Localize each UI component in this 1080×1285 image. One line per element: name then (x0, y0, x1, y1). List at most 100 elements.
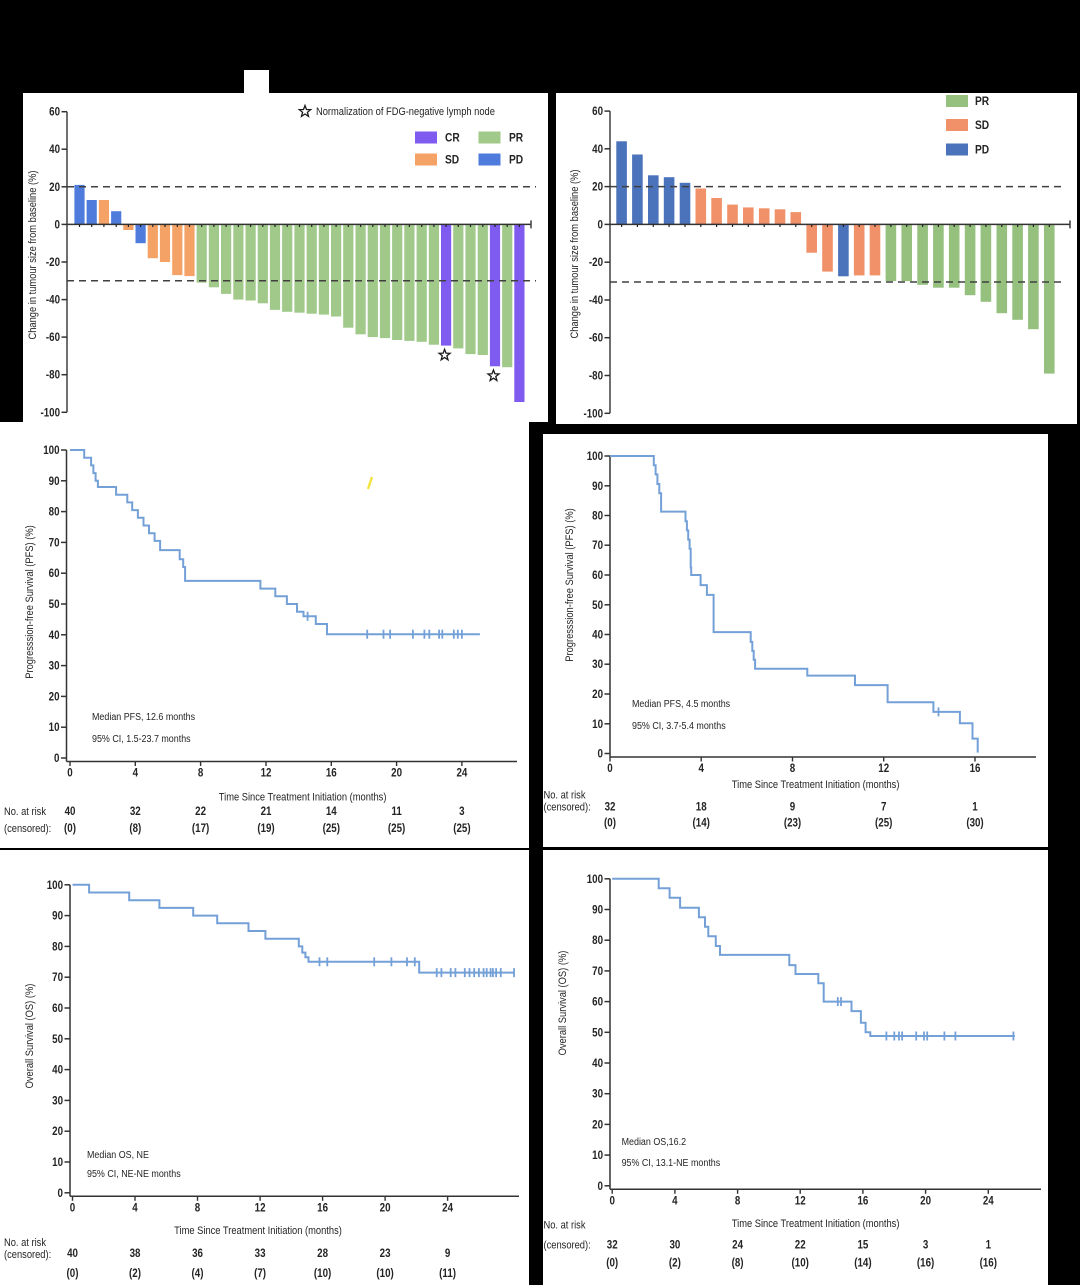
svg-text:(0): (0) (67, 1267, 79, 1280)
svg-text:(8): (8) (732, 1257, 744, 1270)
svg-text:(2): (2) (129, 1267, 141, 1280)
svg-text:16: 16 (857, 1195, 868, 1208)
svg-text:16: 16 (317, 1202, 328, 1215)
svg-text:No. at risk: No. at risk (4, 806, 47, 818)
svg-text:70: 70 (592, 965, 603, 978)
svg-text:50: 50 (592, 599, 603, 612)
svg-text:32: 32 (605, 801, 616, 814)
svg-text:40: 40 (49, 629, 60, 642)
svg-text:12: 12 (878, 762, 889, 775)
svg-text:90: 90 (592, 904, 603, 917)
svg-text:4: 4 (698, 762, 703, 775)
svg-text:8: 8 (198, 767, 203, 780)
svg-text:28: 28 (317, 1247, 328, 1260)
svg-text:3: 3 (923, 1239, 928, 1252)
svg-text:60: 60 (592, 569, 603, 582)
svg-text:16: 16 (326, 767, 337, 780)
svg-text:(11): (11) (439, 1267, 456, 1280)
svg-text:60: 60 (52, 1002, 63, 1015)
svg-text:30: 30 (669, 1239, 680, 1252)
svg-text:50: 50 (49, 598, 60, 611)
svg-text:24: 24 (456, 767, 467, 780)
svg-text:Time Since Treatment Initiatio: Time Since Treatment Initiation (months) (174, 1225, 342, 1237)
svg-text:0: 0 (607, 762, 612, 775)
svg-text:14: 14 (326, 805, 337, 818)
svg-text:0: 0 (55, 219, 60, 232)
svg-text:(10): (10) (376, 1267, 394, 1280)
svg-text:4: 4 (133, 767, 138, 780)
svg-text:18: 18 (696, 801, 707, 814)
svg-text:50: 50 (592, 1027, 603, 1040)
svg-text:-40: -40 (589, 294, 603, 307)
svg-text:No. at risk: No. at risk (544, 1220, 587, 1232)
svg-text:20: 20 (49, 181, 60, 194)
svg-text:60: 60 (49, 568, 60, 581)
svg-text:Median OS,16.2: Median OS,16.2 (622, 1136, 686, 1148)
svg-text:10: 10 (49, 722, 60, 735)
svg-text:40: 40 (592, 629, 603, 642)
svg-text:95% CI, NE-NE months: 95% CI, NE-NE months (87, 1168, 181, 1180)
svg-text:40: 40 (592, 1057, 603, 1070)
svg-text:(0): (0) (64, 822, 76, 835)
svg-text:60: 60 (592, 105, 603, 118)
svg-text:Median OS, NE: Median OS, NE (87, 1149, 149, 1161)
svg-text:12: 12 (261, 767, 272, 780)
svg-text:30: 30 (592, 1088, 603, 1101)
svg-text:(17): (17) (192, 822, 210, 835)
svg-text:PR: PR (509, 132, 523, 145)
svg-text:40: 40 (65, 805, 76, 818)
svg-text:20: 20 (592, 1119, 603, 1132)
svg-text:No. at risk: No. at risk (4, 1237, 47, 1249)
svg-text:(14): (14) (854, 1257, 872, 1270)
svg-text:(30): (30) (966, 817, 984, 830)
svg-text:10: 10 (52, 1156, 63, 1169)
svg-text:16: 16 (970, 762, 981, 775)
svg-text:Median PFS, 4.5 months: Median PFS, 4.5 months (632, 698, 730, 710)
svg-text:-20: -20 (46, 256, 60, 269)
svg-text:20: 20 (592, 688, 603, 701)
svg-text:PD: PD (509, 154, 523, 167)
svg-text:95% CI, 13.1-NE months: 95% CI, 13.1-NE months (622, 1157, 721, 1169)
svg-text:40: 40 (52, 1064, 63, 1077)
svg-text:36: 36 (192, 1247, 203, 1260)
svg-text:70: 70 (592, 540, 603, 553)
svg-text:22: 22 (795, 1239, 806, 1252)
svg-text:Change in tumour size from bas: Change in tumour size from baseline (%) (569, 169, 581, 338)
svg-text:-80: -80 (46, 369, 60, 382)
svg-text:24: 24 (983, 1195, 994, 1208)
svg-text:3: 3 (459, 805, 464, 818)
svg-text:32: 32 (607, 1239, 618, 1252)
svg-text:Time Since Treatment Initiatio: Time Since Treatment Initiation (months) (219, 792, 387, 804)
svg-text:SD: SD (445, 154, 459, 167)
svg-text:-100: -100 (40, 407, 60, 420)
svg-text:0: 0 (67, 767, 72, 780)
svg-text:1: 1 (986, 1239, 991, 1252)
svg-text:11: 11 (391, 805, 401, 818)
svg-text:1: 1 (972, 801, 977, 814)
svg-text:40: 40 (592, 143, 603, 156)
svg-text:(25): (25) (875, 817, 893, 830)
svg-text:15: 15 (857, 1239, 868, 1252)
svg-text:100: 100 (47, 879, 63, 892)
svg-text:70: 70 (49, 537, 60, 550)
svg-text:(4): (4) (192, 1267, 204, 1280)
svg-text:20: 20 (49, 691, 60, 704)
svg-text:50: 50 (52, 1033, 63, 1046)
svg-text:20: 20 (380, 1202, 391, 1215)
svg-text:95% CI, 1.5-23.7 months: 95% CI, 1.5-23.7 months (92, 733, 191, 745)
svg-text:-60: -60 (589, 332, 603, 345)
svg-text:Progresssion-free Survival (PF: Progresssion-free Survival (PFS) (%) (24, 525, 36, 678)
svg-text:(0): (0) (606, 1257, 618, 1270)
svg-text:38: 38 (130, 1247, 141, 1260)
svg-text:100: 100 (43, 444, 59, 457)
svg-text:100: 100 (587, 873, 603, 886)
svg-text:12: 12 (795, 1195, 806, 1208)
svg-text:30: 30 (49, 660, 60, 673)
svg-text:10: 10 (592, 1149, 603, 1162)
svg-text:23: 23 (380, 1247, 391, 1260)
svg-text:10: 10 (592, 718, 603, 731)
svg-text:-60: -60 (46, 331, 60, 344)
svg-text:60: 60 (49, 106, 60, 119)
svg-text:8: 8 (790, 762, 795, 775)
svg-text:(16): (16) (917, 1257, 935, 1270)
